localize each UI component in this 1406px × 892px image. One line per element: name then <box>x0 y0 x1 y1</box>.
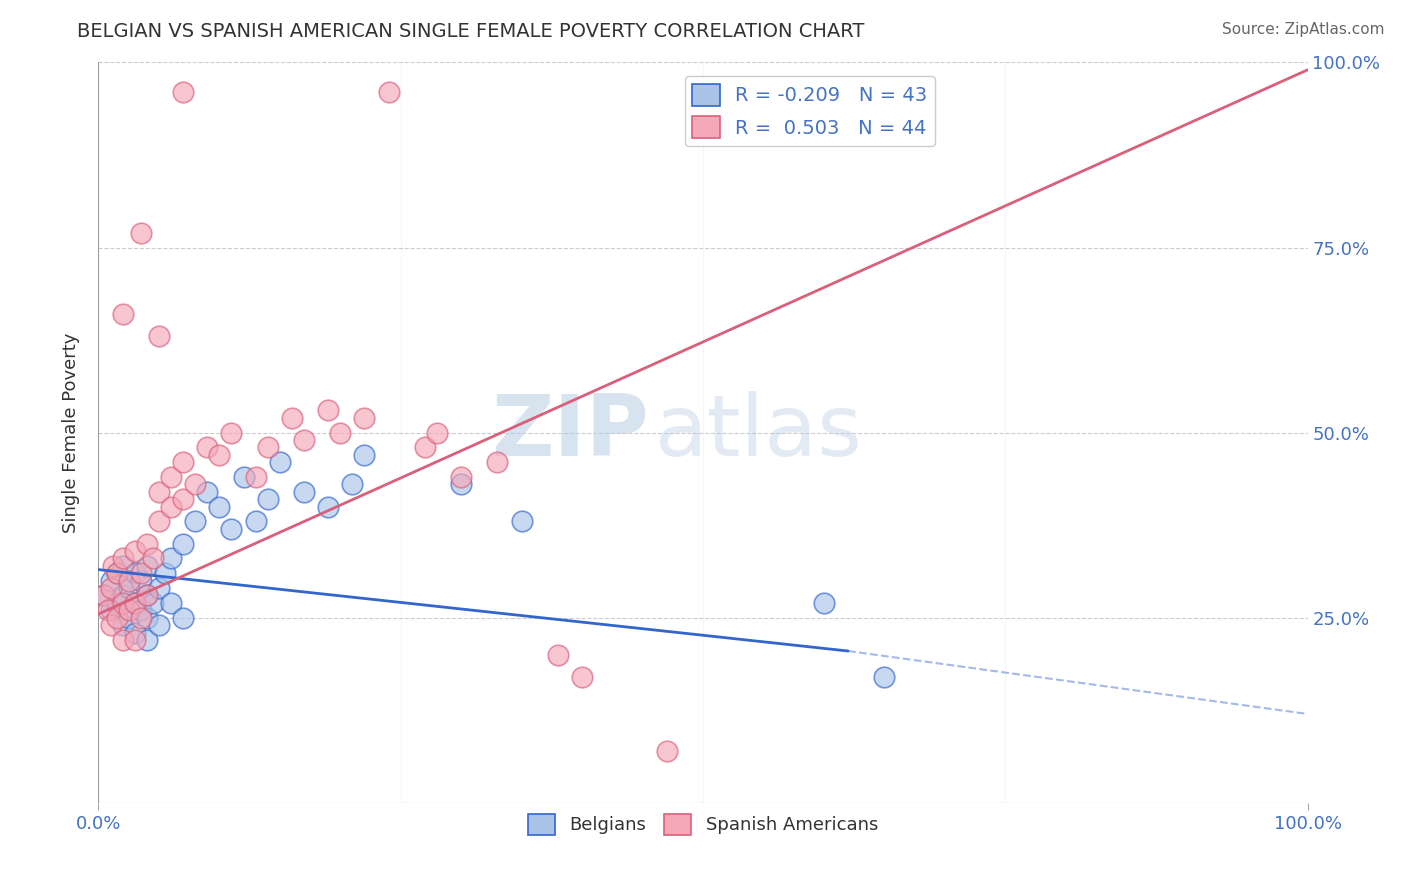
Point <box>184 515 207 529</box>
Point <box>873 670 896 684</box>
Point <box>195 441 218 455</box>
Text: atlas: atlas <box>655 391 863 475</box>
Point <box>111 596 134 610</box>
Point <box>426 425 449 440</box>
Point <box>100 581 122 595</box>
Point <box>97 603 120 617</box>
Point <box>105 566 128 581</box>
Point <box>172 492 194 507</box>
Point <box>329 425 352 440</box>
Point <box>160 500 183 514</box>
Point <box>135 536 157 550</box>
Point <box>172 610 194 624</box>
Point <box>486 455 509 469</box>
Point <box>129 610 152 624</box>
Point <box>93 589 115 603</box>
Point <box>111 618 134 632</box>
Point <box>129 574 152 588</box>
Point <box>571 670 593 684</box>
Point <box>316 500 339 514</box>
Point <box>105 566 128 581</box>
Point <box>377 85 399 99</box>
Point <box>105 610 128 624</box>
Y-axis label: Single Female Poverty: Single Female Poverty <box>62 333 80 533</box>
Point <box>118 610 141 624</box>
Point <box>142 596 165 610</box>
Point <box>100 603 122 617</box>
Point <box>118 581 141 595</box>
Point <box>195 484 218 499</box>
Point <box>100 618 122 632</box>
Point <box>256 492 278 507</box>
Point <box>172 455 194 469</box>
Point <box>245 470 267 484</box>
Point <box>129 603 152 617</box>
Point <box>269 455 291 469</box>
Point <box>148 329 170 343</box>
Point <box>160 470 183 484</box>
Point <box>124 544 146 558</box>
Point <box>256 441 278 455</box>
Point <box>148 484 170 499</box>
Point <box>547 648 569 662</box>
Legend: Belgians, Spanish Americans: Belgians, Spanish Americans <box>520 806 886 842</box>
Point <box>353 410 375 425</box>
Text: Source: ZipAtlas.com: Source: ZipAtlas.com <box>1222 22 1385 37</box>
Point <box>160 596 183 610</box>
Point <box>135 632 157 647</box>
Point <box>118 574 141 588</box>
Point <box>124 566 146 581</box>
Point <box>245 515 267 529</box>
Point <box>221 425 243 440</box>
Point <box>124 625 146 640</box>
Point <box>111 632 134 647</box>
Text: ZIP: ZIP <box>491 391 648 475</box>
Point <box>148 515 170 529</box>
Point <box>124 596 146 610</box>
Point <box>111 589 134 603</box>
Point <box>281 410 304 425</box>
Point <box>208 500 231 514</box>
Point <box>655 744 678 758</box>
Point <box>111 551 134 566</box>
Point <box>135 589 157 603</box>
Point <box>153 566 176 581</box>
Point <box>118 603 141 617</box>
Point <box>124 632 146 647</box>
Point <box>129 566 152 581</box>
Point <box>172 536 194 550</box>
Point <box>292 433 315 447</box>
Point <box>142 551 165 566</box>
Point <box>111 558 134 573</box>
Point <box>100 574 122 588</box>
Point <box>135 558 157 573</box>
Point <box>292 484 315 499</box>
Point <box>93 589 115 603</box>
Point <box>450 470 472 484</box>
Point <box>184 477 207 491</box>
Point <box>450 477 472 491</box>
Point <box>135 610 157 624</box>
Point <box>135 589 157 603</box>
Point <box>105 596 128 610</box>
Point <box>221 522 243 536</box>
Point <box>129 226 152 240</box>
Point <box>172 85 194 99</box>
Point <box>101 558 124 573</box>
Point <box>208 448 231 462</box>
Point <box>232 470 254 484</box>
Point <box>342 477 364 491</box>
Point <box>813 596 835 610</box>
Point <box>413 441 436 455</box>
Point <box>111 307 134 321</box>
Point <box>316 403 339 417</box>
Point <box>148 618 170 632</box>
Point <box>160 551 183 566</box>
Point <box>353 448 375 462</box>
Point <box>124 596 146 610</box>
Text: BELGIAN VS SPANISH AMERICAN SINGLE FEMALE POVERTY CORRELATION CHART: BELGIAN VS SPANISH AMERICAN SINGLE FEMAL… <box>77 22 865 41</box>
Point <box>148 581 170 595</box>
Point <box>510 515 533 529</box>
